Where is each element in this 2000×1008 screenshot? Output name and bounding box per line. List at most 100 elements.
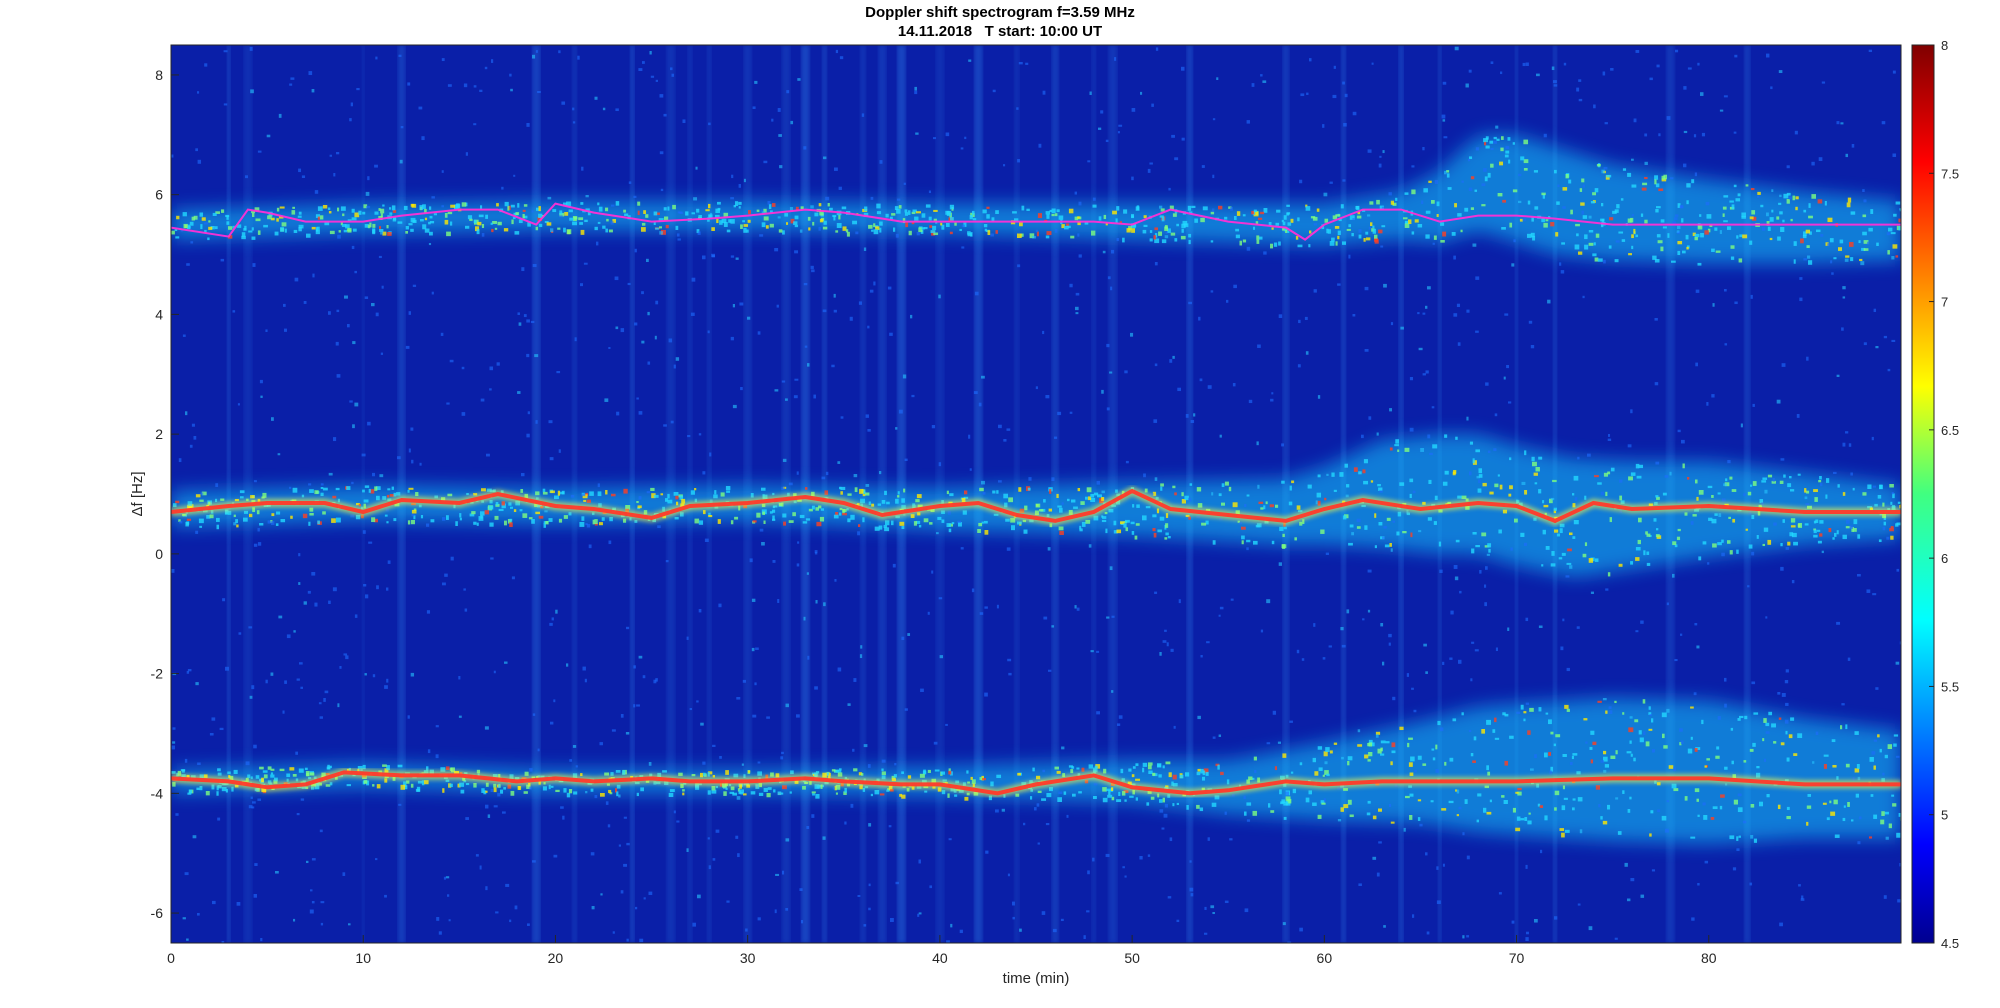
speckle: [590, 788, 594, 792]
speckle: [862, 490, 866, 494]
speckle: [743, 224, 749, 227]
noise-speckle: [1784, 680, 1789, 684]
speckle: [578, 217, 584, 221]
speckle: [1226, 779, 1230, 785]
noise-speckle: [785, 838, 790, 842]
speckle: [1609, 217, 1614, 221]
noise-speckle: [1666, 708, 1670, 713]
speckle: [1556, 201, 1560, 205]
noise-speckle: [311, 858, 316, 861]
noise-speckle: [948, 838, 952, 841]
speckle: [1165, 532, 1169, 536]
speckle: [711, 789, 717, 794]
noise-speckle: [193, 436, 197, 440]
speckle: [844, 787, 847, 793]
noise-speckle: [1851, 144, 1855, 148]
noise-speckle: [581, 166, 584, 171]
colorbar-tick-label: 5.5: [1941, 679, 1959, 694]
speckle: [641, 222, 646, 226]
speckle: [393, 492, 397, 497]
noise-speckle: [245, 761, 250, 766]
speckle: [1597, 482, 1602, 485]
noise-speckle: [1197, 715, 1201, 720]
speckle: [426, 766, 429, 771]
speckle: [738, 206, 741, 209]
speckle: [1592, 192, 1596, 196]
noise-speckle: [1449, 657, 1453, 660]
speckle: [1787, 483, 1792, 488]
speckle: [1822, 802, 1827, 805]
noise-speckle: [914, 86, 917, 91]
noise-speckle: [1159, 652, 1162, 656]
noise-speckle: [1413, 709, 1417, 713]
speckle: [1869, 836, 1873, 839]
speckle: [1265, 501, 1268, 505]
noise-speckle: [577, 55, 580, 60]
speckle: [306, 233, 311, 238]
speckle: [805, 487, 808, 490]
speckle: [420, 515, 424, 519]
speckle: [734, 516, 739, 520]
speckle: [1879, 484, 1883, 490]
speckle: [605, 228, 608, 233]
speckle: [1501, 795, 1505, 798]
noise-speckle: [233, 522, 237, 526]
noise-speckle: [1263, 251, 1267, 255]
noise-speckle: [266, 134, 271, 138]
noise-speckle: [1008, 672, 1012, 676]
speckle: [1779, 480, 1784, 484]
noise-speckle: [1500, 71, 1503, 75]
noise-speckle: [918, 859, 921, 864]
speckle: [1094, 765, 1098, 769]
speckle: [1188, 233, 1192, 238]
noise-speckle: [1376, 432, 1379, 436]
noise-speckle: [835, 49, 839, 54]
speckle: [1791, 532, 1797, 538]
noise-speckle: [448, 919, 451, 922]
speckle: [865, 492, 870, 496]
speckle: [1339, 472, 1344, 477]
speckle: [979, 487, 984, 492]
speckle: [378, 208, 381, 211]
ridge-trace: [171, 770, 1901, 796]
speckle: [881, 768, 884, 771]
noise-speckle: [270, 672, 274, 676]
noise-speckle: [663, 113, 667, 117]
speckle: [1179, 774, 1184, 779]
noise-speckle: [1210, 905, 1215, 909]
speckle: [967, 231, 971, 235]
speckle: [1856, 764, 1860, 769]
noise-speckle: [236, 902, 241, 906]
speckle: [1645, 741, 1650, 747]
noise-speckle: [215, 483, 219, 488]
noise-speckle: [1045, 823, 1050, 826]
noise-speckle: [602, 107, 606, 111]
noise-speckle: [365, 594, 369, 599]
speckle: [397, 764, 403, 768]
noise-speckle: [1674, 659, 1678, 662]
speckle: [1862, 492, 1867, 496]
noise-speckle: [659, 94, 664, 98]
noise-speckle: [939, 655, 944, 659]
speckle: [1476, 819, 1479, 823]
speckle: [1829, 800, 1832, 804]
noise-speckle: [1025, 62, 1029, 65]
speckle: [1887, 250, 1890, 255]
speckle: [291, 210, 296, 215]
noise-speckle: [497, 792, 501, 797]
noise-speckle: [1627, 444, 1632, 448]
speckle: [220, 498, 225, 501]
speckle: [1199, 807, 1204, 812]
noise-speckle: [691, 277, 696, 282]
noise-speckle: [419, 462, 422, 466]
speckle: [429, 206, 432, 210]
speckle: [1707, 228, 1711, 233]
speckle: [478, 516, 484, 521]
noise-speckle: [526, 123, 530, 127]
speckle: [270, 217, 275, 221]
noise-speckle: [1761, 502, 1764, 506]
speckle: [380, 213, 383, 218]
speckle: [1756, 772, 1761, 778]
noise-speckle: [1891, 256, 1895, 260]
noise-speckle: [1287, 941, 1292, 943]
